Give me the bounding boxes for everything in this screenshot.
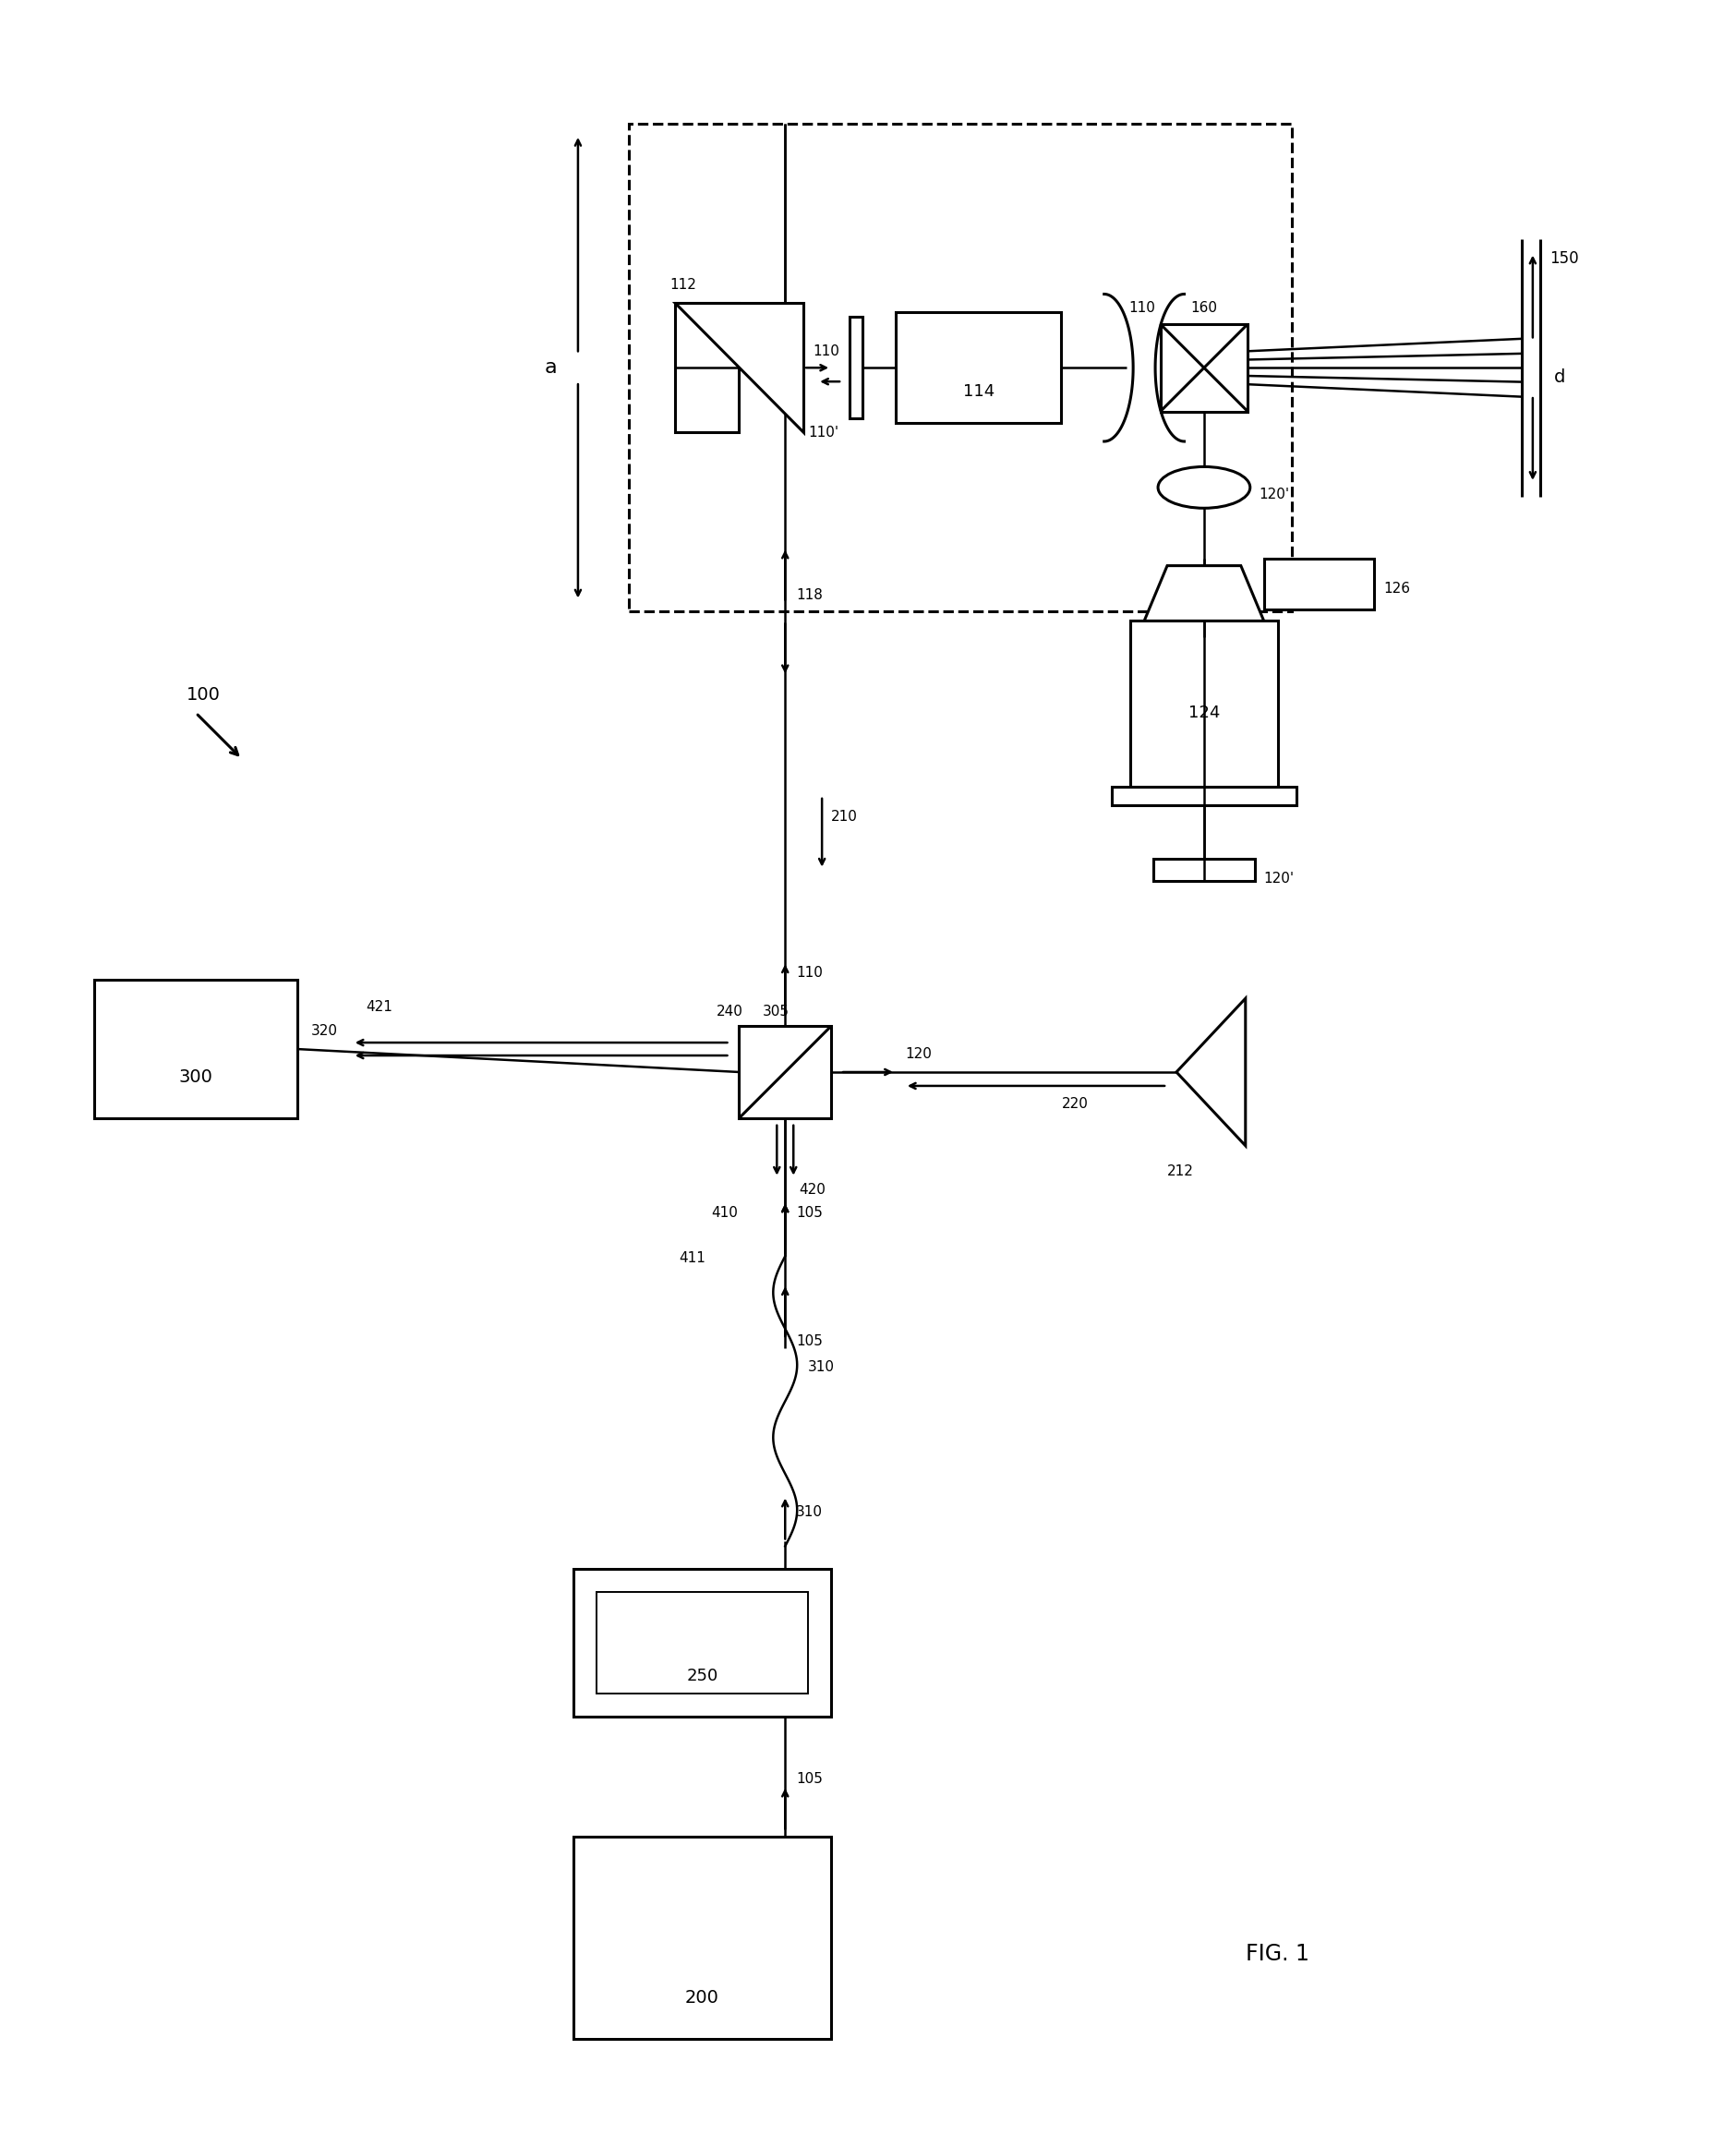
Text: d: d [1554, 369, 1566, 386]
Polygon shape [675, 303, 804, 433]
Text: 310: 310 [797, 1504, 823, 1519]
Bar [95, 980, 297, 1118]
Text: 110: 110 [797, 967, 823, 980]
Text: 110': 110' [807, 425, 838, 440]
Bar [896, 312, 1061, 423]
Text: 120: 120 [904, 1048, 932, 1061]
Text: 305: 305 [762, 1005, 790, 1018]
Bar [1264, 559, 1375, 610]
Text: 410: 410 [712, 1206, 738, 1219]
Text: 421: 421 [366, 1001, 392, 1014]
Text: 124: 124 [1187, 704, 1220, 721]
Text: FIG. 1: FIG. 1 [1245, 1942, 1309, 1965]
Bar [1130, 621, 1278, 787]
Bar [573, 1568, 832, 1716]
Text: 210: 210 [832, 809, 858, 824]
Bar [597, 1592, 809, 1694]
Bar [628, 124, 1292, 612]
Bar [1153, 858, 1255, 881]
Bar [740, 1026, 832, 1118]
Text: 105: 105 [797, 1334, 823, 1349]
Text: 110: 110 [812, 346, 840, 359]
Text: 126: 126 [1384, 583, 1410, 595]
Bar [1113, 787, 1297, 805]
Text: a: a [543, 359, 557, 378]
Text: 411: 411 [679, 1251, 707, 1265]
Text: 114: 114 [963, 384, 995, 399]
Text: 120': 120' [1259, 489, 1290, 501]
Polygon shape [1177, 999, 1245, 1146]
Text: 110: 110 [1128, 301, 1156, 316]
Text: 100: 100 [187, 687, 220, 704]
Polygon shape [1144, 566, 1264, 621]
Text: 320: 320 [311, 1024, 339, 1037]
Text: 212: 212 [1167, 1163, 1194, 1178]
Text: 118: 118 [797, 589, 823, 602]
Text: 250: 250 [686, 1667, 719, 1684]
Text: 310: 310 [809, 1359, 835, 1374]
Text: 112: 112 [670, 277, 696, 292]
Text: 200: 200 [686, 1989, 719, 2006]
Bar [849, 318, 863, 418]
Bar [573, 1835, 832, 2038]
Text: 150: 150 [1549, 250, 1578, 267]
Bar [675, 303, 740, 433]
Text: 120': 120' [1264, 873, 1295, 886]
Text: 160: 160 [1191, 301, 1217, 316]
Bar [1160, 324, 1248, 412]
Text: 420: 420 [799, 1182, 826, 1197]
Text: 300: 300 [179, 1069, 214, 1086]
Text: 105: 105 [797, 1206, 823, 1219]
Text: 240: 240 [715, 1005, 743, 1018]
Text: 105: 105 [797, 1771, 823, 1786]
Text: 220: 220 [1061, 1097, 1088, 1110]
